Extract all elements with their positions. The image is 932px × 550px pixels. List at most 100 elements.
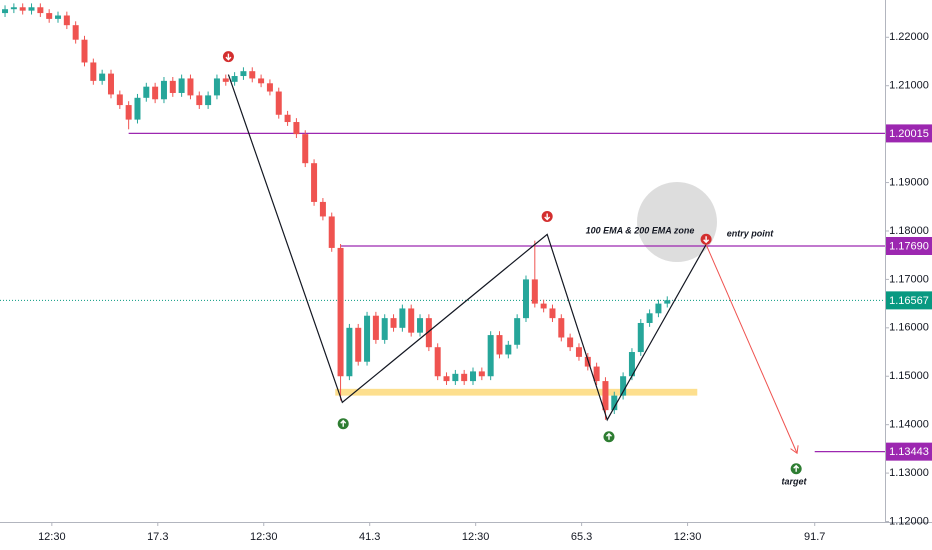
price-label-box (886, 124, 932, 143)
price-label-box (886, 236, 932, 255)
price-label: 1.13443 (889, 446, 929, 458)
candle-body (522, 279, 529, 319)
candle-body (434, 347, 441, 377)
candle-body (637, 322, 644, 353)
candle-body (470, 371, 477, 382)
candle-body (275, 91, 282, 115)
candle-body (116, 94, 123, 106)
y-tick-label: 1.12000 (889, 515, 929, 527)
candle-body (628, 352, 635, 377)
y-tick-label: 1.19000 (889, 176, 929, 188)
candle-body (258, 78, 265, 84)
projection-line (705, 244, 798, 454)
candle-body (266, 83, 273, 92)
candle-body (249, 71, 256, 79)
candle-body (372, 315, 379, 340)
price-label: 1.20015 (889, 128, 929, 140)
candle-body (134, 97, 141, 120)
candle-body (567, 337, 574, 348)
candle-body (19, 7, 26, 11)
price-label: 1.16567 (889, 295, 929, 307)
annotation: 100 EMA & 200 EMA zone (586, 225, 695, 235)
candle-body (143, 86, 150, 98)
candle-body (125, 105, 132, 120)
candle-body (514, 318, 521, 345)
candle-body (496, 335, 503, 355)
candle-body (664, 300, 671, 304)
annotation: target (781, 476, 807, 486)
y-tick-label: 1.22000 (889, 31, 929, 43)
signal-arrow (225, 53, 232, 61)
candle-body (620, 376, 627, 396)
candle-body (646, 313, 653, 323)
candle-body (293, 122, 300, 135)
price-label-box (886, 442, 932, 461)
candle-body (355, 327, 362, 362)
signal-arrow (340, 419, 347, 427)
signal-arrow (793, 464, 800, 472)
candle-body (63, 15, 70, 26)
signal-arrow (544, 213, 551, 221)
candle-body (72, 25, 79, 40)
price-label-box (886, 291, 932, 310)
x-tick-label: 12:30 (462, 531, 490, 543)
signal-arrow (605, 432, 612, 440)
candle-body (425, 318, 432, 348)
candle-body (390, 318, 397, 328)
x-tick-label: 12:30 (674, 531, 702, 543)
candle-body (328, 216, 335, 248)
candle-body (364, 315, 371, 362)
candle-body (611, 395, 618, 411)
candle-body (655, 303, 662, 314)
y-tick-label: 1.17000 (889, 273, 929, 285)
candle-body (81, 39, 88, 63)
candle-body (99, 73, 106, 81)
candle-body (408, 308, 415, 333)
x-tick-label: 91.7 (804, 531, 825, 543)
x-tick-label: 12:30 (38, 531, 66, 543)
candle-body (107, 73, 114, 95)
y-tick-label: 1.13000 (889, 467, 929, 479)
candle-body (178, 78, 185, 93)
candle-body (602, 381, 609, 411)
candle-body (284, 114, 291, 123)
candle-body (46, 13, 53, 19)
y-tick-label: 1.14000 (889, 419, 929, 431)
x-tick-label: 65.3 (571, 531, 592, 543)
candle-body (399, 308, 406, 328)
candle-body (2, 9, 9, 14)
candle-body (160, 80, 167, 100)
candle-body (593, 366, 600, 382)
candle-body (452, 373, 459, 382)
candle-body (302, 134, 309, 164)
candle-body (443, 376, 450, 382)
candle-body (417, 318, 424, 333)
candle-body (187, 78, 194, 96)
candle-body (169, 80, 176, 93)
candle-body (37, 7, 44, 14)
candle-body (205, 95, 212, 106)
ema-zone-circle (637, 182, 717, 262)
support-zone (335, 388, 698, 396)
signal-arrow (703, 236, 710, 244)
y-tick-label: 1.18000 (889, 225, 929, 237)
candle-body (558, 318, 565, 338)
x-tick-label: 41.3 (359, 531, 380, 543)
candle-body (575, 347, 582, 357)
candle-body (478, 371, 485, 377)
y-tick-label: 1.21000 (889, 80, 929, 92)
candle-body (311, 163, 318, 202)
candle-body (549, 308, 556, 319)
candle-body (487, 335, 494, 377)
y-tick-label: 1.15000 (889, 370, 929, 382)
x-tick-label: 17.3 (147, 531, 168, 543)
pattern-line (227, 74, 707, 422)
candle-body (337, 247, 344, 377)
candle-body (10, 7, 17, 10)
candle-body (461, 373, 468, 382)
candle-body (346, 327, 353, 377)
candle-body (152, 86, 159, 100)
y-tick-label: 1.16000 (889, 322, 929, 334)
candle-body (531, 279, 538, 304)
